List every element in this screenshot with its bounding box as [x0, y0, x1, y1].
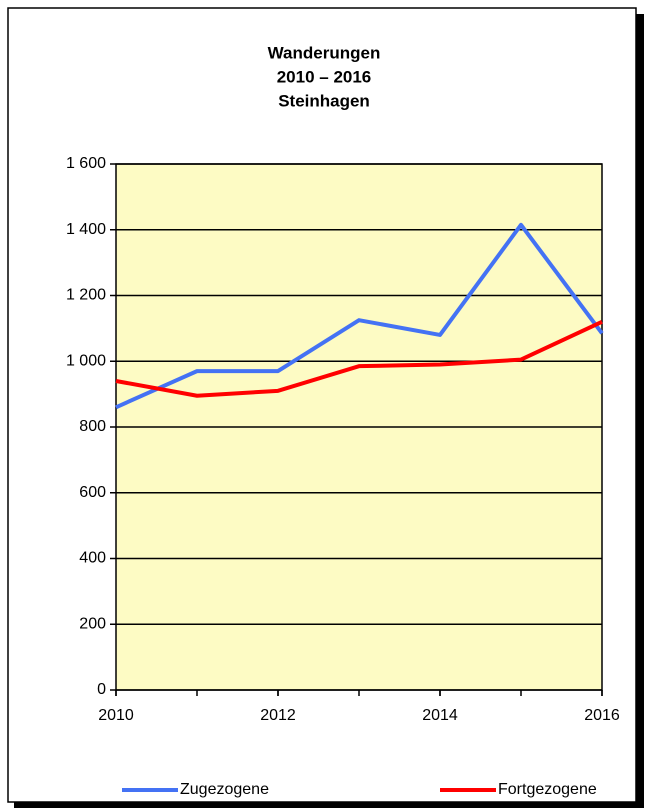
series-line: [115, 319, 603, 398]
y-tick-label: 800: [79, 418, 106, 435]
legend-label: Zugezogene: [180, 781, 269, 798]
series-line: [115, 222, 604, 410]
y-tick-label: 1 200: [66, 287, 106, 304]
y-tick-label: 400: [79, 550, 106, 567]
x-tick-label: 2012: [260, 707, 296, 724]
y-tick-label: 0: [97, 681, 106, 698]
legend-label: Fortgezogene: [498, 781, 597, 798]
y-tick-label: 200: [79, 615, 106, 632]
plot-border: [115, 163, 603, 691]
x-tick-label: 2010: [98, 707, 134, 724]
y-tick-label: 1 000: [66, 352, 106, 369]
y-tick-label: 1 600: [66, 155, 106, 172]
y-tick-label: 600: [79, 484, 106, 501]
chart-title: Steinhagen: [278, 91, 370, 110]
chart-title: 2010 – 2016: [277, 67, 372, 86]
x-tick-label: 2014: [422, 707, 458, 724]
chart-title: Wanderungen: [268, 43, 381, 62]
y-tick-label: 1 400: [66, 221, 106, 238]
x-tick-label: 2016: [584, 707, 620, 724]
